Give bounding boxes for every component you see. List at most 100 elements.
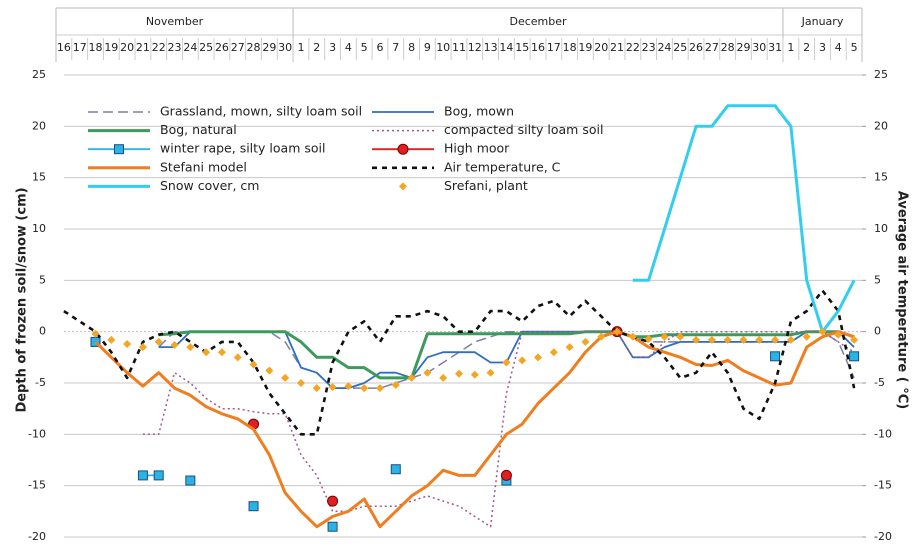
y2-axis-title: Average air temperature ( °C): [895, 191, 910, 409]
day-label: 30: [752, 41, 766, 54]
day-label: 18: [563, 41, 577, 54]
data-point: [770, 351, 781, 362]
data-point: [202, 348, 211, 357]
day-label: 5: [361, 41, 368, 54]
data-point: [170, 341, 179, 350]
legend-marker: [114, 144, 124, 155]
legend-label: High moor: [444, 141, 510, 156]
day-label: 3: [329, 41, 336, 54]
data-point: [248, 501, 259, 512]
legend-label: Snow cover, cm: [160, 178, 259, 193]
day-label: 16: [531, 41, 545, 54]
data-point: [137, 470, 148, 481]
legend-label: Bog, natural: [160, 122, 237, 137]
y-tick-label: 25: [32, 68, 46, 81]
y2-tick-label: -15: [874, 479, 892, 492]
y2-tick-label: 10: [874, 222, 888, 235]
day-label: 19: [578, 41, 592, 54]
day-label: 18: [89, 41, 103, 54]
day-label: 22: [626, 41, 640, 54]
day-label: 4: [835, 41, 842, 54]
day-label: 25: [673, 41, 687, 54]
y2-tick-label: -5: [874, 376, 885, 389]
day-label: 17: [73, 41, 87, 54]
day-label: 13: [484, 41, 498, 54]
series-line: [94, 330, 855, 529]
series-line: [632, 104, 856, 334]
y2-tick-label: 15: [874, 171, 888, 184]
day-label: 1: [297, 41, 304, 54]
data-point: [597, 332, 606, 341]
day-label: 2: [803, 41, 810, 54]
data-point: [312, 384, 321, 393]
y-tick-label: 0: [39, 325, 46, 338]
legend-label: Air temperature, C: [444, 159, 561, 174]
data-point: [296, 379, 305, 387]
day-label: 11: [452, 41, 466, 54]
series-line: [63, 289, 856, 436]
legend-label: compacted silty loam soil: [444, 122, 603, 137]
day-label: 27: [231, 41, 245, 54]
day-label: 28: [247, 41, 261, 54]
data-point: [375, 384, 384, 393]
month-label: January: [801, 15, 844, 28]
day-label: 3: [819, 41, 826, 54]
day-label: 8: [408, 41, 415, 54]
data-point: [439, 373, 448, 382]
legend-label: Stefani model: [160, 159, 247, 174]
data-point: [344, 382, 353, 391]
legend-marker: [399, 182, 407, 191]
data-point: [265, 366, 274, 375]
data-point: [518, 356, 527, 365]
data-point: [581, 337, 590, 346]
data-point: [107, 335, 116, 344]
series-line: [158, 330, 855, 380]
day-label: 27: [705, 41, 719, 54]
data-point: [660, 332, 669, 341]
data-point: [628, 332, 637, 341]
data-point: [818, 327, 827, 336]
data-point: [849, 351, 860, 362]
y2-tick-label: 25: [874, 68, 888, 81]
data-point: [739, 335, 748, 344]
data-point: [644, 334, 653, 343]
day-label: 22: [152, 41, 166, 54]
data-point: [153, 470, 164, 481]
day-label: 24: [183, 41, 197, 54]
data-point: [786, 335, 795, 344]
data-point: [233, 353, 242, 362]
day-label: 12: [468, 41, 482, 54]
y-tick-label: -5: [35, 376, 46, 389]
data-point: [217, 348, 226, 357]
day-label: 31: [768, 41, 782, 54]
day-label: 30: [278, 41, 292, 54]
day-label: 25: [199, 41, 213, 54]
data-point: [360, 384, 369, 393]
data-point: [138, 343, 147, 352]
y-tick-label: -10: [28, 427, 46, 440]
data-point: [500, 469, 512, 481]
data-point: [123, 339, 132, 348]
data-point: [407, 373, 416, 382]
legend-label: Bog, mown: [444, 104, 514, 119]
data-point: [549, 348, 558, 357]
month-label: November: [146, 15, 204, 28]
data-point: [327, 521, 338, 532]
data-point: [534, 353, 543, 362]
day-label: 23: [168, 41, 182, 54]
day-label: 29: [736, 41, 750, 54]
day-label: 6: [376, 41, 383, 54]
day-label: 9: [424, 41, 431, 54]
y-tick-label: -15: [28, 479, 46, 492]
y2-tick-label: 0: [874, 325, 881, 338]
data-point: [676, 332, 685, 341]
day-label: 10: [436, 41, 450, 54]
day-label: 23: [642, 41, 656, 54]
y2-tick-label: -10: [874, 427, 892, 440]
data-point: [802, 332, 811, 341]
day-label: 14: [499, 41, 513, 54]
day-label: 16: [57, 41, 71, 54]
legend-label: winter rape, silty loam soil: [160, 141, 325, 156]
